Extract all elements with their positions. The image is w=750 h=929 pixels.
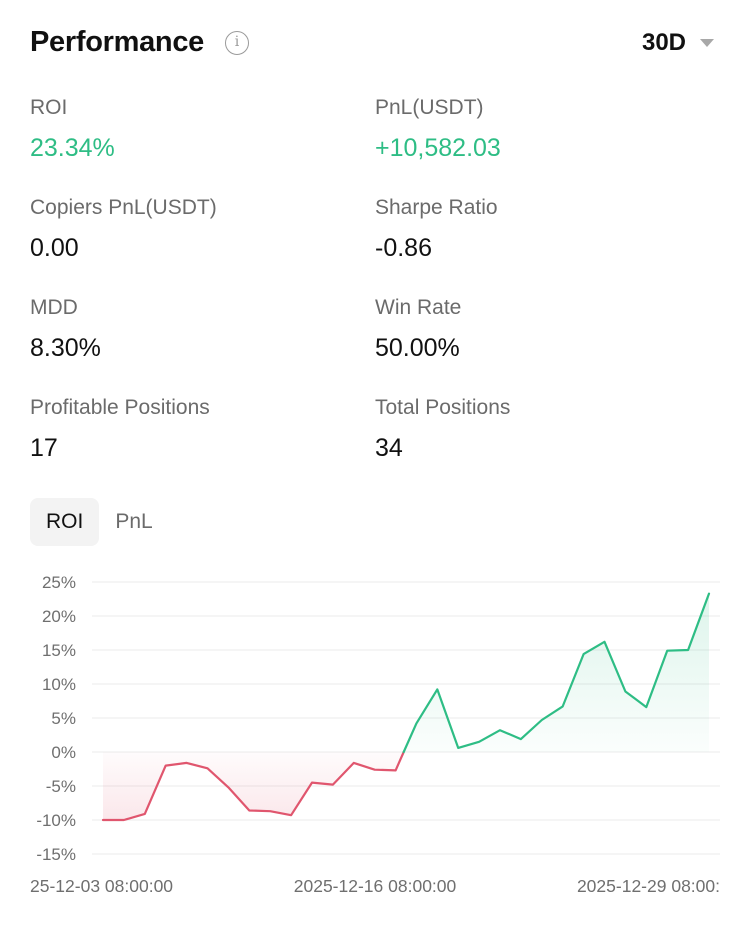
stat-win-rate: Win Rate 50.00% [375, 296, 461, 363]
y-tick-label: 20% [42, 607, 76, 626]
y-axis-labels: 25% 20% 15% 10% 5% 0% -5% -10% -15% [36, 573, 76, 864]
positive-line-segment [402, 592, 711, 754]
stat-label: Copiers PnL(USDT) [30, 196, 217, 219]
y-tick-label: 15% [42, 641, 76, 660]
data-point [519, 737, 523, 741]
data-point [603, 640, 607, 644]
data-point [289, 813, 293, 817]
stat-value: 23.34% [30, 134, 115, 162]
y-tick-label: -5% [46, 777, 76, 796]
data-point [477, 740, 481, 744]
tab-roi[interactable]: ROI [30, 498, 100, 546]
stat-total-positions: Total Positions 34 [375, 396, 510, 463]
header: Performance i 30D [30, 26, 714, 60]
data-point [226, 785, 230, 789]
data-point [143, 812, 147, 816]
data-point [644, 705, 648, 709]
data-point [435, 687, 439, 691]
stat-roi: ROI 23.34% [30, 96, 115, 163]
stat-pnl: PnL(USDT) +10,582.03 [375, 96, 501, 163]
data-point [414, 721, 418, 725]
y-tick-label: 0% [51, 743, 76, 762]
stat-value: 34 [375, 434, 403, 462]
stat-sharpe-ratio: Sharpe Ratio -0.86 [375, 196, 498, 263]
stat-copiers-pnl: Copiers PnL(USDT) 0.00 [30, 196, 217, 263]
data-point [686, 648, 690, 652]
y-tick-label: 25% [42, 573, 76, 592]
positive-area [403, 593, 709, 752]
chart-line [101, 592, 711, 822]
negative-area [103, 752, 404, 820]
data-point [164, 764, 168, 768]
x-tick-label: 25-12-03 08:00:00 [30, 876, 173, 896]
stat-label: PnL(USDT) [375, 96, 484, 119]
data-point [498, 728, 502, 732]
data-point [185, 761, 189, 765]
y-tick-label: 5% [51, 709, 76, 728]
data-point [707, 592, 711, 596]
stat-label: ROI [30, 96, 68, 119]
negative-line-segment [101, 750, 405, 822]
stat-label: Win Rate [375, 296, 462, 319]
data-point [540, 718, 544, 722]
data-point [665, 649, 669, 653]
stat-value: -0.86 [375, 234, 432, 262]
data-point [394, 768, 398, 772]
stat-profitable-positions: Profitable Positions 17 [30, 396, 210, 463]
x-axis-labels: 25-12-03 08:00:00 2025-12-16 08:00:00 2025… [30, 876, 720, 896]
chart-area [103, 593, 709, 820]
data-point [352, 761, 356, 765]
tab-pnl[interactable]: PnL [115, 510, 153, 533]
period-selector[interactable]: 30D [642, 26, 714, 60]
data-point [205, 766, 209, 770]
stat-label: Profitable Positions [30, 396, 210, 419]
data-point [373, 768, 377, 772]
roi-chart: 25% 20% 15% 10% 5% 0% -5% -10% -15% 25-12-03 08:… [30, 573, 720, 896]
data-point [247, 808, 251, 812]
stat-value: +10,582.03 [375, 134, 501, 162]
data-point [268, 809, 272, 813]
period-label: 30D [641, 29, 686, 56]
data-point [623, 689, 627, 693]
data-point [122, 818, 126, 822]
chart-tabs: ROI PnL [30, 498, 169, 546]
stat-mdd: MDD 8.30% [30, 296, 101, 363]
info-icon[interactable]: i [225, 31, 249, 55]
stat-value: 0.00 [30, 234, 79, 262]
y-tick-label: -10% [36, 811, 76, 830]
stat-value: 50.00% [375, 334, 460, 362]
data-point [456, 746, 460, 750]
caret-down-icon [700, 39, 714, 47]
stat-value: 8.30% [30, 334, 101, 362]
x-tick-label: 2025-12-29 08:00: [577, 876, 720, 896]
y-tick-label: -15% [36, 845, 76, 864]
data-point [582, 652, 586, 656]
stat-label: Total Positions [375, 396, 511, 419]
y-tick-label: 10% [42, 675, 76, 694]
stat-value: 17 [30, 434, 58, 462]
data-point [561, 704, 565, 708]
data-point [310, 781, 314, 785]
page-title: Performance [30, 26, 204, 58]
stat-label: Sharpe Ratio [375, 196, 498, 219]
data-point [101, 818, 105, 822]
x-tick-label: 2025-12-16 08:00:00 [294, 876, 457, 896]
stat-label: MDD [30, 296, 78, 319]
data-point [331, 783, 335, 787]
